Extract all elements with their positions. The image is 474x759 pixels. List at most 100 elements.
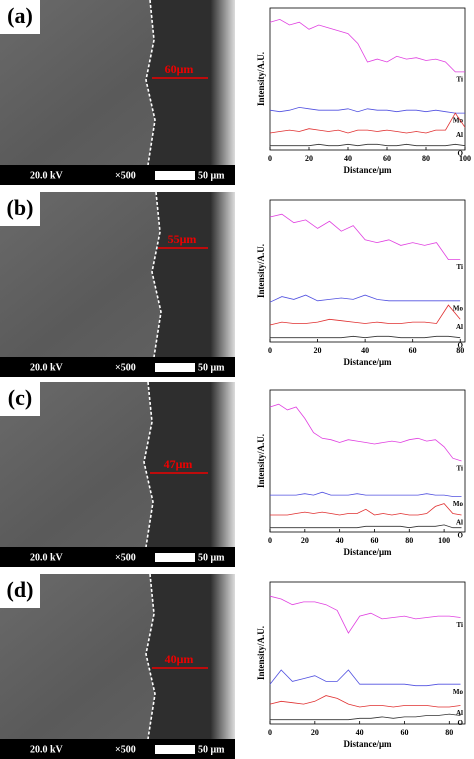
panel: (a) 20.0 kV ×500 50 μm 60μm 0 20 40 60 80 100 Dista… bbox=[0, 0, 471, 185]
y-axis-label: Intensity/A.U. bbox=[256, 434, 266, 488]
series-line bbox=[269, 18, 465, 73]
thickness-label: 55μm bbox=[168, 232, 197, 246]
x-tick-label: 80 bbox=[456, 346, 464, 355]
sample-edge bbox=[210, 192, 235, 357]
x-tick-label: 20 bbox=[314, 346, 322, 355]
x-axis-label: Distance/μm bbox=[343, 739, 392, 749]
x-tick-label: 40 bbox=[361, 346, 369, 355]
x-tick-label: 60 bbox=[370, 536, 378, 545]
thickness-label: 40μm bbox=[165, 652, 194, 666]
voltage: 20.0 kV bbox=[30, 552, 64, 563]
y-axis-label: Intensity/A.U. bbox=[256, 244, 266, 298]
label-box bbox=[0, 574, 40, 608]
plot-frame bbox=[269, 581, 466, 725]
x-tick-label: 40 bbox=[356, 728, 364, 737]
voltage: 20.0 kV bbox=[30, 170, 64, 181]
panel: (d) 20.0 kV ×500 50 μm 40μm 0 20 40 60 80 Distance… bbox=[0, 573, 466, 759]
thickness-label: 60μm bbox=[165, 62, 194, 76]
series-line bbox=[269, 403, 462, 462]
x-tick-label: 0 bbox=[268, 346, 272, 355]
coating-layer bbox=[144, 382, 210, 547]
series-line bbox=[270, 143, 466, 147]
series-label: Al bbox=[456, 131, 463, 139]
series-line bbox=[270, 335, 461, 339]
x-tick-label: 60 bbox=[400, 728, 408, 737]
scale-text: 50 μm bbox=[198, 744, 225, 755]
x-tick-label: 20 bbox=[301, 536, 309, 545]
series-line bbox=[269, 695, 461, 708]
series-line bbox=[269, 112, 466, 134]
coating-layer bbox=[146, 0, 210, 165]
series-label: Mo bbox=[453, 304, 464, 312]
magnification: ×500 bbox=[115, 552, 136, 563]
panel-label: (d) bbox=[7, 577, 34, 602]
series-label: O bbox=[458, 149, 464, 157]
panel-label: (b) bbox=[7, 195, 34, 220]
magnification: ×500 bbox=[115, 744, 136, 755]
series-line bbox=[269, 304, 461, 326]
series-line bbox=[269, 213, 461, 260]
x-tick-label: 60 bbox=[383, 154, 391, 163]
panel-label: (c) bbox=[8, 385, 32, 410]
sample-edge bbox=[210, 382, 235, 547]
series-label: Ti bbox=[457, 621, 464, 629]
x-tick-label: 80 bbox=[405, 536, 413, 545]
plot-frame bbox=[269, 7, 466, 151]
y-axis-label: Intensity/A.U. bbox=[256, 52, 266, 106]
x-axis-label: Distance/μm bbox=[343, 165, 392, 175]
series-line bbox=[269, 595, 461, 634]
series-line bbox=[270, 491, 462, 497]
x-tick-label: 60 bbox=[409, 346, 417, 355]
scale-bar bbox=[155, 171, 195, 180]
x-tick-label: 100 bbox=[438, 536, 450, 545]
plot-frame bbox=[269, 199, 466, 343]
coating-layer bbox=[152, 192, 210, 357]
x-tick-label: 0 bbox=[268, 728, 272, 737]
voltage: 20.0 kV bbox=[30, 362, 64, 373]
scale-bar bbox=[155, 745, 195, 754]
series-line bbox=[270, 503, 462, 516]
x-tick-label: 20 bbox=[311, 728, 319, 737]
series-label: Mo bbox=[453, 688, 464, 696]
interface-line bbox=[145, 573, 156, 740]
series-label: Ti bbox=[457, 465, 464, 473]
x-tick-label: 80 bbox=[445, 728, 453, 737]
coating-layer bbox=[146, 574, 210, 739]
sample-edge bbox=[210, 574, 235, 739]
magnification: ×500 bbox=[115, 170, 136, 181]
x-tick-label: 100 bbox=[459, 154, 471, 163]
series-line bbox=[270, 713, 461, 721]
scale-text: 50 μm bbox=[198, 170, 225, 181]
voltage: 20.0 kV bbox=[30, 744, 64, 755]
label-box bbox=[0, 192, 40, 226]
sample-edge bbox=[210, 0, 235, 165]
x-tick-label: 0 bbox=[268, 154, 272, 163]
series-label: Al bbox=[456, 323, 463, 331]
series-label: Mo bbox=[453, 500, 464, 508]
series-label: Al bbox=[456, 519, 463, 527]
scale-bar bbox=[155, 553, 195, 562]
series-label: Mo bbox=[453, 117, 464, 125]
x-axis-label: Distance/μm bbox=[343, 547, 392, 557]
x-tick-label: 20 bbox=[305, 154, 313, 163]
series-label: Ti bbox=[457, 263, 464, 271]
x-axis-label: Distance/μm bbox=[343, 357, 392, 367]
series-line bbox=[269, 294, 461, 303]
series-line bbox=[269, 669, 461, 687]
plot-frame bbox=[269, 389, 466, 533]
panel: (b) 20.0 kV ×500 50 μm 55μm 0 20 40 60 80 Distance… bbox=[0, 191, 466, 377]
scale-bar bbox=[155, 363, 195, 372]
series-label: O bbox=[458, 719, 464, 727]
x-tick-label: 0 bbox=[268, 536, 272, 545]
interface-line bbox=[151, 191, 162, 358]
series-label: Ti bbox=[457, 76, 464, 84]
y-axis-label: Intensity/A.U. bbox=[256, 626, 266, 680]
magnification: ×500 bbox=[115, 362, 136, 373]
scale-text: 50 μm bbox=[198, 362, 225, 373]
series-line bbox=[269, 106, 465, 114]
thickness-label: 47μm bbox=[164, 457, 193, 471]
panel: (c) 20.0 kV ×500 50 μm 47μm 0 20 40 60 80 100 Dista… bbox=[0, 381, 466, 567]
label-box bbox=[0, 382, 40, 416]
interface-line bbox=[143, 381, 154, 548]
series-label: O bbox=[458, 531, 464, 539]
